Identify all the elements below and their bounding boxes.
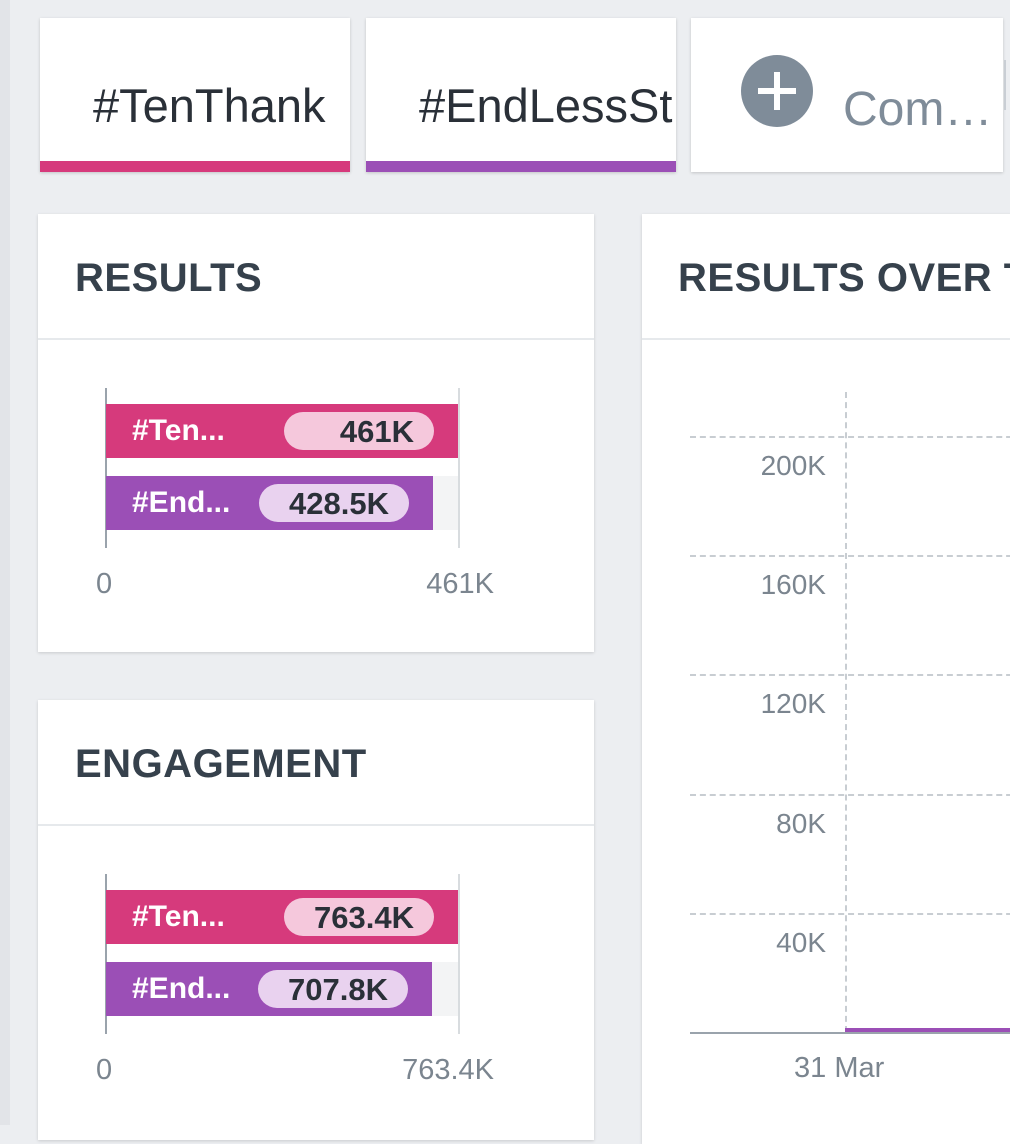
bar: #Ten... 763.4K — [106, 890, 458, 944]
x-tick-label: 31 Mar — [794, 1052, 885, 1084]
bar: #End... 428.5K — [106, 476, 433, 530]
y-tick-label: 40K — [776, 926, 826, 958]
bar-label: #End... — [132, 486, 231, 519]
y-gridline — [690, 793, 1010, 796]
card-title: RESULTS — [75, 256, 263, 300]
tab-tenthank[interactable]: #TenThank — [40, 18, 350, 172]
bar-label: #Ten... — [132, 414, 225, 447]
results-over-time-line-chart: 200K 160K 120K 80K 40K 31 Mar — [642, 214, 1010, 1144]
x-tick-label: 461K — [426, 568, 494, 600]
results-card: RESULTS #Ten... 461K #End... 428.5K 0 461K — [38, 214, 594, 652]
left-rail — [0, 0, 10, 1125]
y-tick-label: 80K — [776, 807, 826, 839]
card-header: RESULTS OVER T — [642, 214, 1010, 340]
y-tick-label: 160K — [760, 569, 826, 601]
tab-label: #EndLessSt — [419, 79, 673, 132]
x-tick-label: 0 — [96, 568, 113, 600]
tab-compare-add[interactable]: Com… — [691, 18, 1003, 172]
card-header: RESULTS — [38, 214, 594, 340]
y-gridline — [690, 674, 1010, 677]
card-header: ENGAGEMENT — [38, 700, 594, 826]
max-gridline — [458, 874, 460, 1034]
tab-label: Com… — [843, 83, 993, 136]
bar-value-label: 763.4K — [284, 898, 434, 936]
y-gridline — [690, 555, 1010, 558]
results-bar-chart: #Ten... 461K #End... 428.5K 0 461K — [38, 338, 594, 648]
bar-value-label: 461K — [284, 412, 434, 450]
x-tick-label: 0 — [96, 1054, 113, 1086]
series-line — [845, 1028, 1010, 1032]
engagement-bar-chart: #Ten... 763.4K #End... 707.8K 0 763.4K — [38, 824, 594, 1134]
scroll-indicator — [1004, 60, 1010, 110]
x-gridline — [845, 392, 847, 1032]
plus-circle-icon — [741, 55, 813, 127]
y-gridline — [690, 912, 1010, 915]
y-tick-label: 120K — [760, 688, 826, 720]
y-gridline — [690, 436, 1010, 438]
bar-value-label: 707.8K — [258, 970, 408, 1008]
card-title: ENGAGEMENT — [75, 742, 367, 786]
tab-endlessst[interactable]: #EndLessSt — [366, 18, 676, 172]
card-title: RESULTS OVER T — [678, 256, 1010, 300]
y-axis-line — [105, 388, 107, 548]
tab-color-indicator — [40, 161, 350, 172]
bar: #Ten... 461K — [106, 404, 458, 458]
tab-label: #TenThank — [93, 79, 326, 132]
tab-color-indicator — [366, 161, 676, 172]
bar: #End... 707.8K — [106, 962, 432, 1016]
x-axis-line — [690, 1032, 1010, 1034]
engagement-card: ENGAGEMENT #Ten... 763.4K #End... 707.8K 0 76… — [38, 700, 594, 1140]
y-axis-line — [105, 874, 107, 1034]
x-tick-label: 763.4K — [402, 1054, 494, 1086]
bar-label: #Ten... — [132, 900, 225, 933]
max-gridline — [458, 388, 460, 548]
y-tick-label: 200K — [760, 450, 826, 481]
bar-label: #End... — [132, 972, 231, 1005]
bar-value-label: 428.5K — [259, 484, 409, 522]
results-over-time-card: RESULTS OVER T 200K 160K 120K 80K 40K 31 Mar — [642, 214, 1010, 1144]
